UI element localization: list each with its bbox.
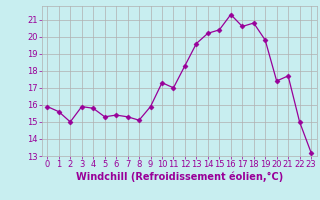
X-axis label: Windchill (Refroidissement éolien,°C): Windchill (Refroidissement éolien,°C): [76, 172, 283, 182]
